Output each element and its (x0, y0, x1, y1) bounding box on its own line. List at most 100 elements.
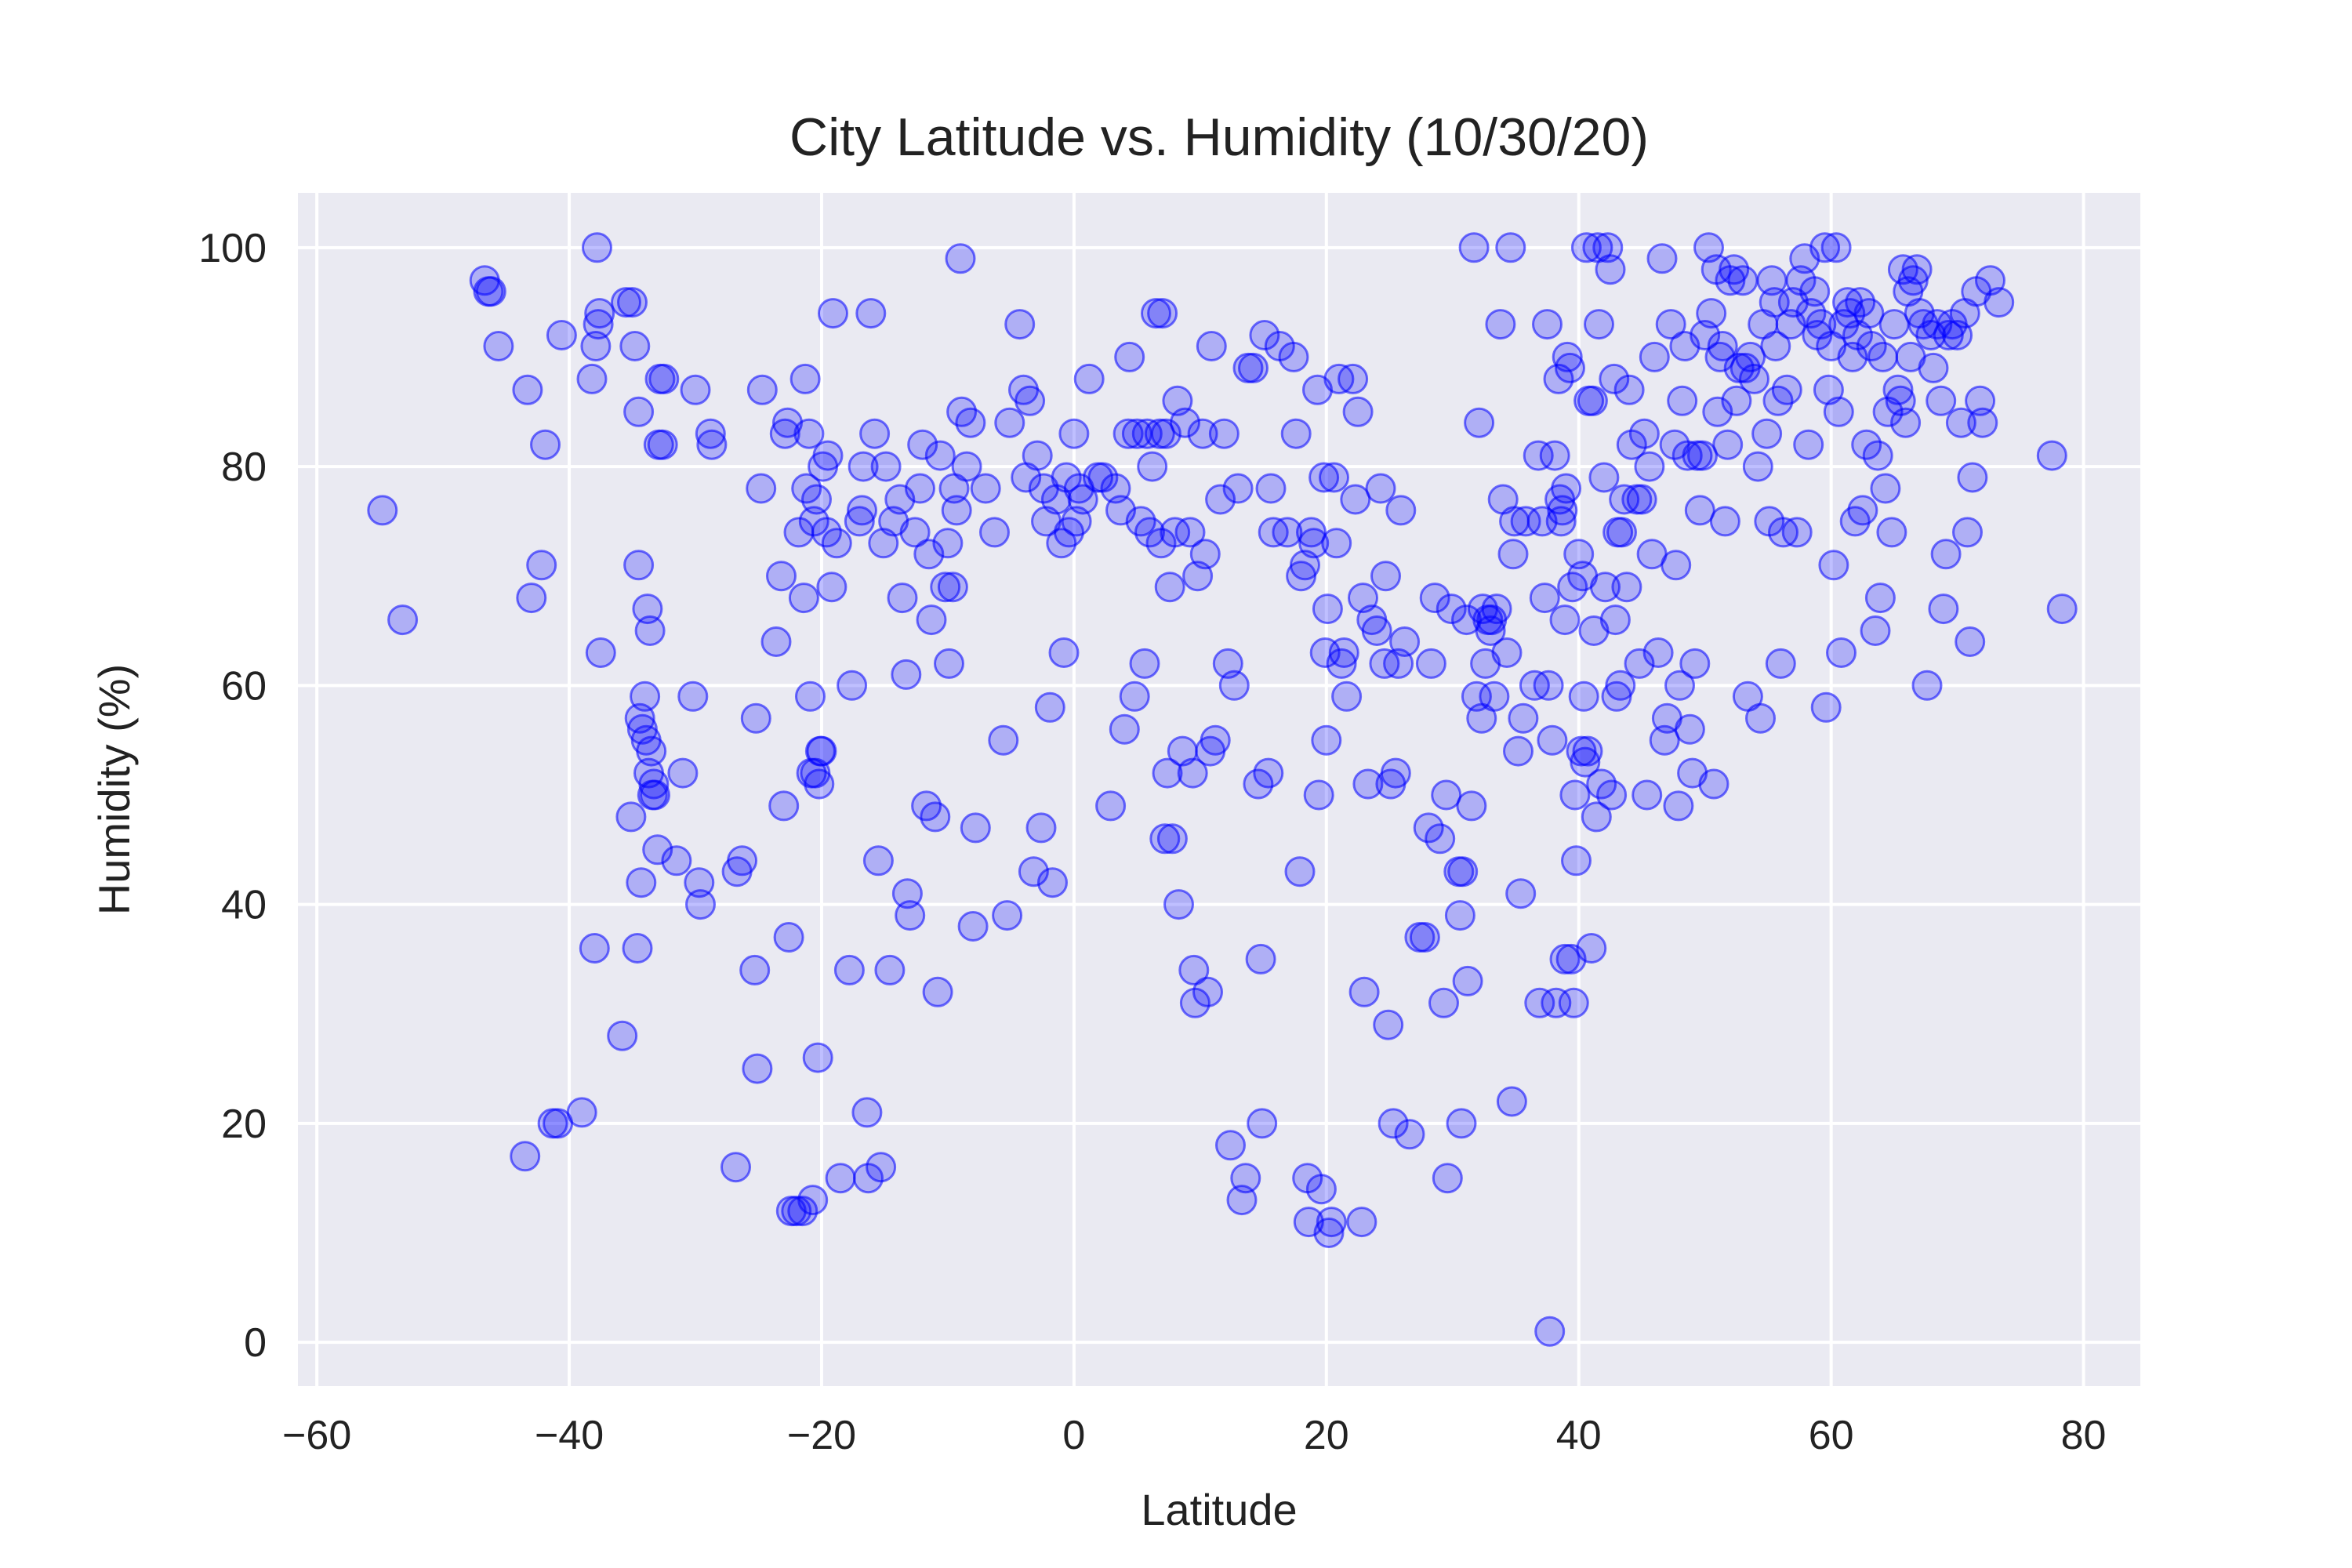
data-point (1352, 768, 1384, 800)
data-point (788, 583, 819, 614)
data-point (1696, 298, 1727, 329)
data-point (530, 429, 561, 460)
data-point (585, 637, 616, 668)
data-point (1409, 922, 1440, 953)
data-point (1613, 374, 1645, 405)
data-point (1596, 779, 1628, 811)
data-point (526, 550, 557, 581)
grid-lines (298, 193, 2140, 1386)
data-points (367, 232, 2078, 1347)
data-point (1624, 648, 1655, 679)
data-point (1826, 637, 1857, 668)
data-point (848, 451, 879, 482)
data-point (1721, 385, 1752, 416)
data-point (1431, 779, 1462, 811)
data-point (1505, 878, 1537, 909)
data-point (1058, 418, 1090, 449)
data-point (1245, 943, 1276, 975)
data-point (825, 1163, 856, 1194)
data-point (642, 834, 673, 866)
data-point (773, 922, 804, 953)
data-point (1413, 812, 1444, 844)
data-point (1377, 1108, 1409, 1139)
data-point (584, 298, 615, 329)
data-point (951, 451, 982, 482)
data-point (1609, 484, 1640, 515)
data-point (1771, 374, 1802, 405)
data-point (1497, 539, 1529, 570)
data-point (2046, 593, 2078, 625)
data-point (1419, 583, 1450, 614)
data-point (1639, 341, 1670, 372)
data-point (1432, 1163, 1463, 1194)
data-point (1765, 648, 1796, 679)
data-point (638, 768, 670, 800)
data-point (1446, 1108, 1477, 1139)
data-point (1570, 232, 1602, 263)
data-point (833, 954, 865, 985)
data-point (1311, 724, 1342, 756)
data-point (566, 1097, 597, 1128)
data-point (1739, 363, 1769, 394)
data-point (739, 954, 771, 985)
data-point (546, 320, 577, 350)
data-point (1255, 473, 1287, 504)
data-point (887, 583, 918, 614)
data-point (934, 648, 964, 679)
data-point (1192, 976, 1223, 1007)
data-point (1533, 670, 1564, 701)
data-point (1663, 790, 1694, 822)
data-point (806, 735, 837, 767)
data-point (1272, 517, 1303, 548)
data-point (1425, 823, 1456, 855)
data-point (979, 517, 1010, 548)
data-point (647, 429, 678, 460)
data-point (667, 757, 699, 789)
data-point (920, 801, 951, 833)
data-point (677, 681, 709, 712)
data-point (1196, 331, 1227, 361)
data-point (801, 484, 832, 515)
data-point (1313, 1218, 1345, 1248)
data-point (2036, 440, 2067, 471)
data-point (1464, 407, 1495, 438)
data-point (1534, 1316, 1566, 1347)
data-point (582, 232, 612, 263)
data-point (617, 287, 648, 318)
data-point (1150, 418, 1181, 449)
data-point (1864, 583, 1896, 614)
data-point (851, 1097, 883, 1128)
data-point (905, 473, 935, 504)
data-point (1704, 341, 1736, 372)
data-point (1178, 954, 1210, 985)
data-point (795, 681, 826, 712)
data-point (623, 550, 655, 581)
data-point (1584, 309, 1614, 340)
data-point (891, 659, 922, 690)
data-point (1348, 976, 1380, 1007)
data-point (930, 572, 961, 603)
data-point (1491, 637, 1523, 668)
data-point (1576, 933, 1607, 964)
data-point (1649, 724, 1680, 756)
data-point (1305, 1174, 1337, 1205)
x-tick-label: 0 (1062, 1413, 1085, 1458)
data-point (1034, 691, 1065, 723)
data-point (955, 407, 986, 438)
data-point (1595, 254, 1626, 285)
data-point (1592, 232, 1624, 263)
data-point (640, 779, 670, 811)
data-point (1628, 418, 1660, 449)
data-point (1200, 724, 1231, 756)
data-point (1187, 418, 1218, 449)
data-point (988, 724, 1019, 756)
data-point (1156, 823, 1188, 855)
data-point (619, 331, 651, 361)
data-point (1878, 309, 1910, 340)
data-point (1114, 341, 1145, 372)
data-point (862, 845, 894, 877)
data-point (579, 933, 610, 964)
data-point (866, 1152, 897, 1183)
data-point (615, 801, 647, 833)
